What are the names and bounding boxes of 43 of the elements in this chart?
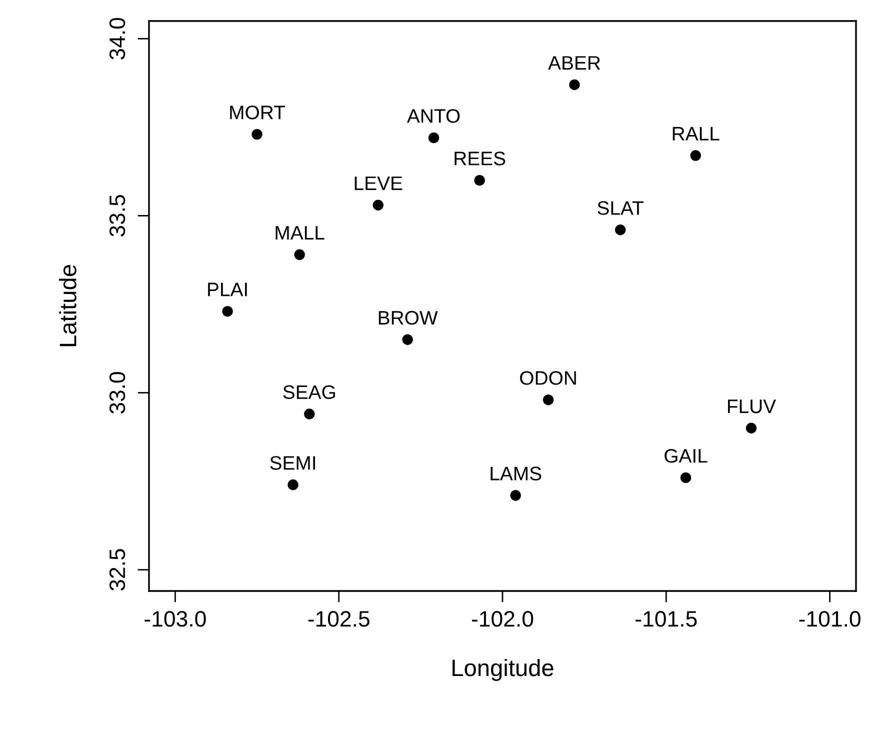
x-tick-label: -101.0 [799,611,860,627]
point [288,479,298,490]
y-tick-label: 34.0 [109,18,126,60]
y-axis-title: Latitude [59,265,76,346]
annotation: MORT [230,106,286,120]
annotation: REES [454,152,506,166]
annotation: ABER [548,56,600,70]
point [690,150,701,161]
annotation: GAIL [664,448,708,463]
point [614,224,626,236]
x-tick-label: -102.5 [308,611,370,627]
point [542,394,554,406]
annotation: SEAG [283,385,335,400]
annotation: LEVE [354,176,402,190]
point [222,306,233,317]
point [252,128,262,140]
annotation: LAMS [490,466,542,480]
x-axis-title: Longitude [452,658,554,681]
point [680,472,692,484]
point [372,200,384,210]
point [474,174,485,186]
x-tick-label: -102.0 [472,611,534,627]
annotation: BROW [378,310,438,325]
annotation: ODON [520,371,576,385]
point [304,408,315,420]
point [402,334,413,345]
annotation: ANTO [406,109,460,123]
y-tick-label: 33.0 [109,372,126,414]
y-tick-label: 32.5 [109,549,126,591]
x-tick-label: -101.5 [636,611,697,627]
annotation: MALL [276,226,324,240]
point [428,132,440,144]
annotation: SLAT [598,201,644,215]
point [510,490,521,501]
point [569,79,580,90]
annotation: FLUV [728,400,776,414]
annotation: PLAI [208,282,247,296]
annotation: RALL [672,127,720,140]
point [746,422,757,434]
x-tick-label: -103.0 [144,611,206,627]
point [294,249,305,260]
annotation: SEMI [270,456,315,470]
y-tick-label: 33.5 [109,195,126,236]
